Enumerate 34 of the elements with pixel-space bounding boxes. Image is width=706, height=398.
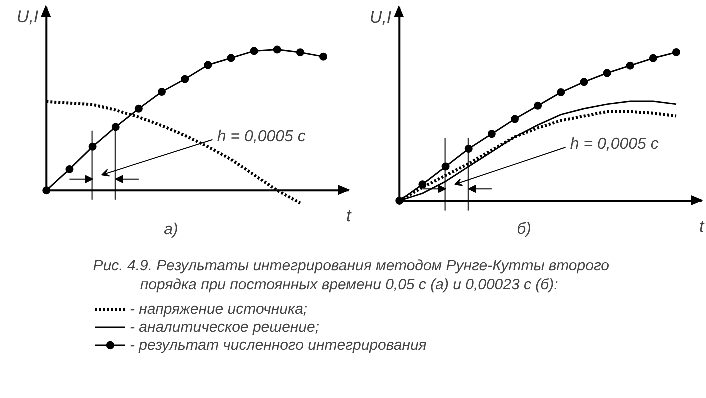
point (204, 61, 212, 70)
legend-label: - аналитическое решение; (130, 318, 320, 336)
point (181, 75, 190, 84)
point (158, 88, 166, 96)
point (580, 78, 588, 86)
text: б) (517, 221, 532, 238)
legend-label: - напряжение источника; (130, 300, 308, 318)
legend-label: - результат численного интегрирования (130, 336, 427, 354)
y-axis-title: U,I (16, 8, 39, 27)
text: Рис. 4.9. Результаты интегрирования методом Рунге-Кутты второго (93, 258, 610, 274)
point (626, 62, 634, 70)
point (672, 48, 681, 56)
point (649, 54, 658, 62)
point (320, 52, 328, 61)
point (296, 48, 304, 57)
annotation: h = 0,0005 с (570, 136, 659, 154)
x-axis-title: t (346, 206, 353, 226)
point (273, 46, 282, 54)
point (66, 165, 74, 174)
point (418, 180, 427, 189)
point (557, 88, 566, 97)
point (534, 102, 542, 110)
text: а) (164, 221, 178, 238)
annotation: h = 0,0005 с (217, 128, 306, 146)
point (488, 130, 496, 138)
text: порядка при постоянных времени 0,05 с (а) и 0,00023 с (б): (140, 276, 558, 294)
point (112, 123, 120, 132)
point (227, 54, 236, 62)
point (603, 69, 612, 78)
x-axis-title: t (700, 216, 706, 236)
point (250, 47, 258, 56)
point (511, 115, 520, 124)
y-axis-title: U,I (370, 8, 392, 27)
point (134, 104, 143, 113)
